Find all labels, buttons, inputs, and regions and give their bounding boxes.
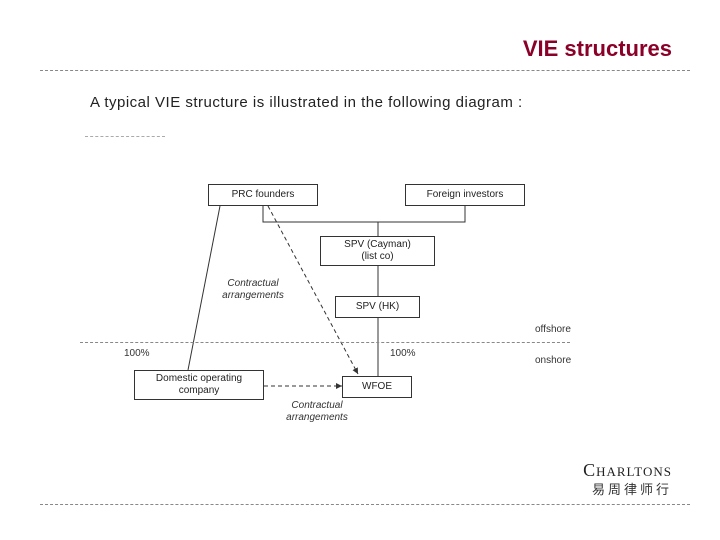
label-contractual-lower: Contractual arrangements <box>272 400 362 424</box>
top-divider <box>40 70 690 71</box>
intro-underline <box>85 136 165 137</box>
bottom-divider <box>40 504 690 505</box>
page-title: VIE structures <box>523 36 672 62</box>
label-100pct-left: 100% <box>124 348 150 360</box>
intro-text: A typical VIE structure is illustrated i… <box>90 92 550 115</box>
node-label: Domestic operating company <box>156 373 242 397</box>
node-domestic-operating-company: Domestic operating company <box>134 370 264 400</box>
logo-english: Charltons <box>583 460 672 481</box>
node-label: SPV (HK) <box>356 301 399 313</box>
logo-chinese: 易周律师行 <box>583 479 672 498</box>
node-label: SPV (Cayman) (list co) <box>344 239 411 263</box>
label-100pct-right: 100% <box>390 348 416 360</box>
node-label: PRC founders <box>232 189 295 201</box>
label-onshore: onshore <box>535 355 571 367</box>
node-foreign-investors: Foreign investors <box>405 184 525 206</box>
label-offshore: offshore <box>535 324 571 336</box>
label-contractual-upper: Contractual arrangements <box>208 278 298 302</box>
node-label: WFOE <box>362 381 392 393</box>
vie-diagram: PRC founders Foreign investors SPV (Caym… <box>80 170 640 450</box>
node-prc-founders: PRC founders <box>208 184 318 206</box>
charltons-logo: Charltons 易周律师行 <box>583 460 672 498</box>
node-wfoe: WFOE <box>342 376 412 398</box>
node-spv-cayman: SPV (Cayman) (list co) <box>320 236 435 266</box>
offshore-divider <box>80 342 570 343</box>
node-label: Foreign investors <box>427 189 504 201</box>
node-spv-hk: SPV (HK) <box>335 296 420 318</box>
